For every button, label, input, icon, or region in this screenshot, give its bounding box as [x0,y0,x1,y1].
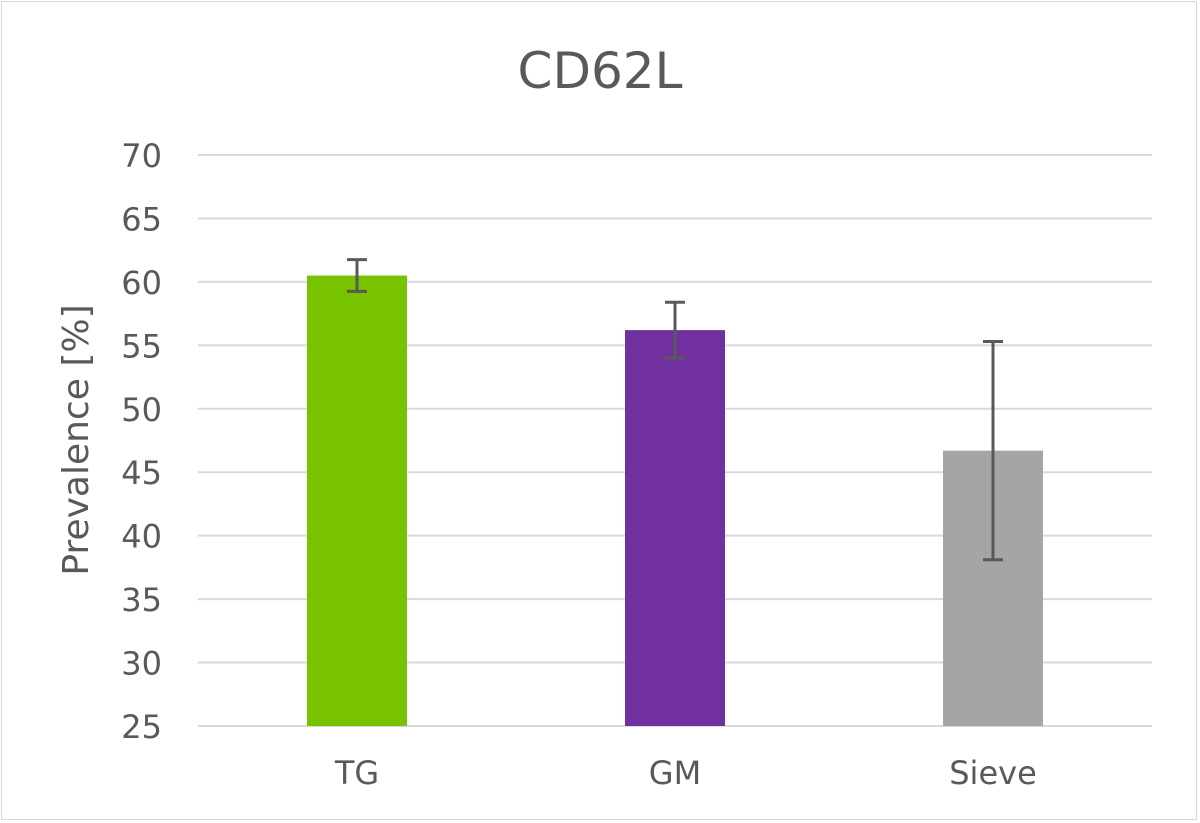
y-tick-label: 45 [121,454,162,492]
chart-title: CD62L [518,42,683,100]
y-tick-label: 55 [121,327,162,365]
y-tick-label: 30 [121,645,162,683]
y-tick-label: 50 [121,391,162,429]
y-tick-label: 25 [121,708,162,746]
x-tick-label: Sieve [949,754,1037,792]
y-axis-label: Prevalence [%] [56,304,97,575]
bar-gm [625,330,725,726]
y-tick-label: 40 [121,518,162,556]
y-tick-label: 60 [121,264,162,302]
y-tick-label: 35 [121,581,162,619]
y-tick-label: 65 [121,200,162,238]
y-tick-label: 70 [121,137,162,175]
x-tick-label: TG [334,754,379,792]
bar-tg [307,275,407,726]
x-tick-label: GM [649,754,701,792]
